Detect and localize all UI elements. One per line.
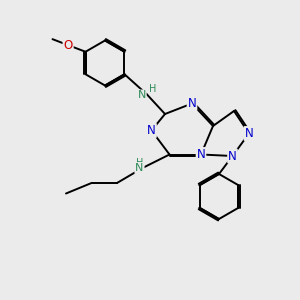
Text: N: N	[228, 149, 237, 163]
Text: H: H	[136, 158, 143, 168]
Text: N: N	[147, 124, 156, 137]
Text: N: N	[137, 90, 146, 100]
Text: N: N	[188, 97, 196, 110]
Text: H: H	[149, 83, 157, 94]
Text: N: N	[196, 148, 206, 161]
Text: N: N	[244, 127, 253, 140]
Text: N: N	[135, 163, 144, 173]
Text: O: O	[64, 39, 73, 52]
